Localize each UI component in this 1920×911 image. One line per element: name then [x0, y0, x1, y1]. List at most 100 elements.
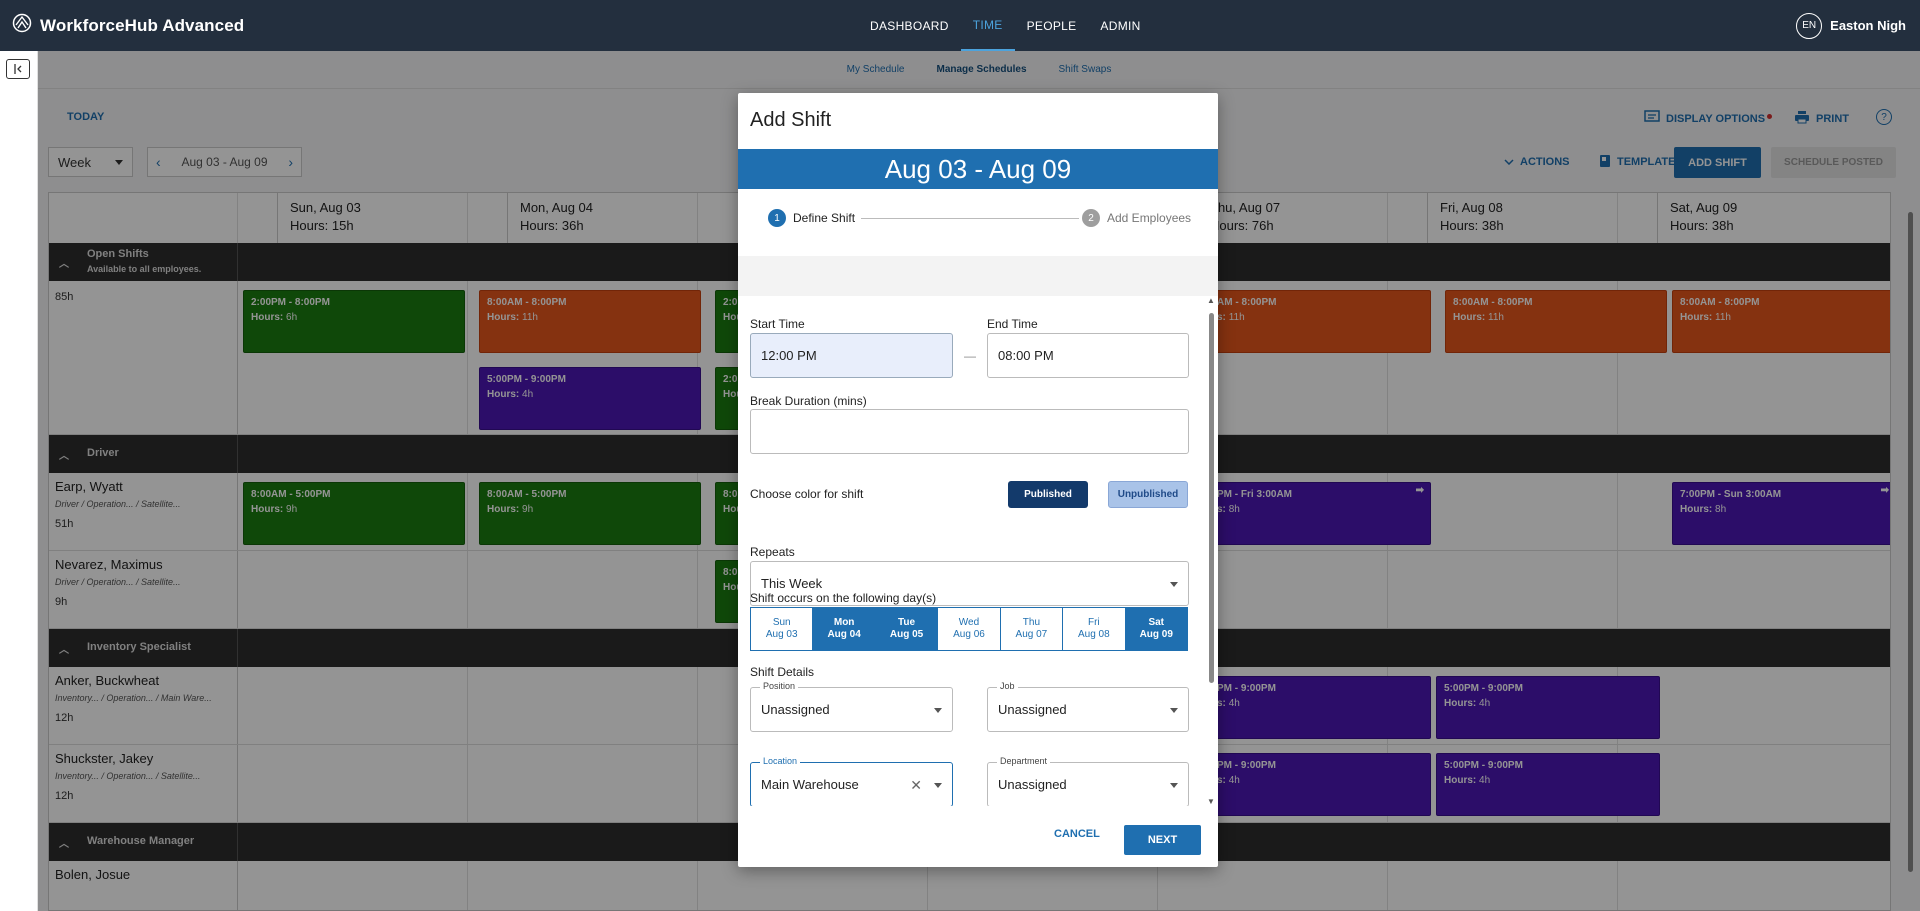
shift-block[interactable]: 5:00PM - 9:00PM Hours: 4h: [479, 367, 701, 430]
shift-time: 2:0: [723, 374, 738, 385]
add-shift-dialog: Add Shift Aug 03 - Aug 09 1 Define Shift…: [738, 93, 1218, 867]
user-name: Easton Nigh: [1830, 18, 1906, 33]
dialog-title: Add Shift: [750, 109, 832, 131]
display-options-button[interactable]: DISPLAY OPTIONS: [1644, 110, 1773, 127]
end-time-input[interactable]: 08:00 PM: [987, 333, 1189, 378]
scroll-up-icon[interactable]: ▲: [1207, 296, 1215, 305]
shift-time: 8:00AM - 5:00PM: [251, 489, 331, 500]
department-select[interactable]: Unassigned: [987, 762, 1189, 806]
day-toggle-fri[interactable]: Fri Aug 08: [1063, 608, 1126, 650]
break-duration-input[interactable]: [750, 409, 1189, 454]
shift-block[interactable]: AM - 8:00PM s: 11h: [1209, 290, 1431, 353]
subnav-manage-schedules[interactable]: Manage Schedules: [936, 64, 1027, 75]
view-select-value: Week: [58, 155, 91, 170]
start-time-input[interactable]: 12:00 PM: [750, 333, 953, 378]
shift-block[interactable]: 8:00AM - 8:00PM Hours: 11h: [1445, 290, 1667, 353]
start-time-label: Start Time: [750, 317, 805, 331]
day-header-thu: Thu, Aug 07 Hours: 76h: [1197, 193, 1427, 243]
shift-block[interactable]: 5:00PM - 9:00PM Hours: 4h: [1436, 676, 1660, 739]
day-hours: Hours: 76h: [1210, 218, 1274, 233]
day-selector: Sun Aug 03 Mon Aug 04 Tue Aug 05 Wed Aug 06 …: [750, 607, 1188, 651]
subnav-my-schedule[interactable]: My Schedule: [846, 64, 905, 75]
shift-time: 8:0: [723, 567, 738, 578]
chevron-right-icon[interactable]: ›: [288, 154, 293, 170]
app-title: WorkforceHub Advanced: [40, 15, 245, 35]
day-toggle-wed[interactable]: Wed Aug 06: [938, 608, 1001, 650]
cancel-button[interactable]: CANCEL: [1054, 828, 1100, 840]
day-hours: Hours: 38h: [1670, 218, 1734, 233]
step-connector: [861, 218, 1079, 219]
shift-block[interactable]: PM - 9:00PM s: 4h: [1209, 753, 1431, 816]
location-select[interactable]: Main Warehouse ✕: [750, 762, 953, 806]
chevron-down-icon: [1170, 708, 1178, 713]
open-shifts-hours: 85h: [55, 291, 74, 303]
repeats-select[interactable]: This Week: [750, 561, 1189, 606]
employee-row[interactable]: Bolen, Josue: [49, 861, 1890, 910]
templates-button[interactable]: TEMPLATES: [1599, 147, 1683, 177]
brand[interactable]: WorkforceHub Advanced: [12, 0, 244, 51]
day-label: Fri, Aug 08: [1440, 200, 1503, 215]
shift-time: 8:00AM - 8:00PM: [1680, 297, 1760, 308]
user-menu[interactable]: EN Easton Nigh: [1796, 0, 1906, 51]
schedule-posted-button[interactable]: SCHEDULE POSTED: [1771, 147, 1896, 178]
employee-meta: Driver / Operation... / Satellite...: [55, 577, 181, 587]
print-button[interactable]: PRINT: [1794, 110, 1849, 127]
employee-hours: 9h: [55, 596, 68, 608]
shift-block[interactable]: 5:00PM - 9:00PM Hours: 4h: [1436, 753, 1660, 816]
shift-block[interactable]: 7:00PM - Sun 3:00AM Hours: 8h ➡: [1672, 482, 1890, 545]
scrollbar-thumb[interactable]: [1209, 313, 1214, 683]
print-icon: [1794, 110, 1810, 127]
day-toggle-thu[interactable]: Thu Aug 07: [1000, 608, 1064, 650]
dialog-scrollbar[interactable]: ▲ ▼: [1206, 296, 1216, 806]
arrow-right-icon: ➡: [1415, 485, 1424, 496]
day-toggle-sun[interactable]: Sun Aug 03: [751, 608, 814, 650]
next-button[interactable]: NEXT: [1124, 825, 1201, 855]
shift-block[interactable]: 2:00PM - 8:00PM Hours: 6h: [243, 290, 465, 353]
shift-time: PM - Fri 3:00AM: [1217, 489, 1293, 500]
clear-icon[interactable]: ✕: [910, 777, 922, 793]
collapse-sidebar-icon[interactable]: [6, 59, 30, 79]
employee-meta: Inventory... / Operation... / Main Ware.…: [55, 693, 212, 703]
scroll-down-icon[interactable]: ▼: [1207, 797, 1215, 806]
department-label: Department: [997, 756, 1051, 766]
date-range-picker: ‹ Aug 03 - Aug 09 ›: [147, 147, 302, 177]
day-toggle-mon[interactable]: Mon Aug 04: [813, 608, 876, 650]
shift-block[interactable]: PM - 9:00PM s: 4h: [1209, 676, 1431, 739]
start-time-value: 12:00 PM: [761, 348, 817, 363]
dialog-date-banner: Aug 03 - Aug 09: [738, 149, 1218, 189]
job-select[interactable]: Unassigned: [987, 687, 1189, 732]
shift-block[interactable]: 8:00AM - 8:00PM Hours: 11h: [479, 290, 701, 353]
group-title: Driver: [87, 447, 119, 459]
chevron-left-icon[interactable]: ‹: [156, 154, 161, 170]
view-select[interactable]: Week: [48, 147, 133, 177]
position-select[interactable]: Unassigned: [750, 687, 953, 732]
day-label: Sat, Aug 09: [1670, 200, 1738, 215]
shift-time: 5:00PM - 9:00PM: [1444, 683, 1523, 694]
add-shift-button[interactable]: ADD SHIFT: [1674, 147, 1761, 178]
page-scrollbar[interactable]: [1905, 192, 1917, 892]
step-number: 1: [768, 209, 786, 227]
unpublished-color-button[interactable]: Unpublished: [1108, 481, 1188, 508]
shift-block[interactable]: 8:00AM - 5:00PM Hours: 9h: [479, 482, 701, 545]
day-hours: Hours: 36h: [520, 218, 584, 233]
top-nav: DASHBOARD TIME PEOPLE ADMIN: [858, 0, 1153, 51]
shift-block[interactable]: 8:00AM - 5:00PM Hours: 9h: [243, 482, 465, 545]
day-toggle-tue[interactable]: Tue Aug 05: [875, 608, 939, 650]
subnav-shift-swaps[interactable]: Shift Swaps: [1058, 64, 1112, 75]
shift-block[interactable]: 8:00AM - 8:00PM Hours: 11h: [1672, 290, 1890, 353]
actions-button[interactable]: ACTIONS: [1504, 147, 1570, 177]
employee-hours: 12h: [55, 790, 74, 802]
nav-admin[interactable]: ADMIN: [1100, 18, 1141, 33]
job-value: Unassigned: [998, 702, 1067, 717]
help-icon[interactable]: ?: [1876, 109, 1892, 125]
today-button[interactable]: TODAY: [67, 111, 105, 123]
job-label: Job: [997, 681, 1018, 691]
nav-people[interactable]: PEOPLE: [1026, 18, 1077, 33]
chevron-up-icon: ︿: [59, 451, 69, 462]
nav-time[interactable]: TIME: [960, 0, 1015, 51]
step-define-shift: 1 Define Shift: [768, 209, 855, 227]
day-toggle-sat[interactable]: Sat Aug 09: [1125, 608, 1187, 650]
book-icon: [1599, 154, 1611, 171]
nav-dashboard[interactable]: DASHBOARD: [870, 18, 949, 33]
published-color-button[interactable]: Published: [1008, 481, 1088, 508]
